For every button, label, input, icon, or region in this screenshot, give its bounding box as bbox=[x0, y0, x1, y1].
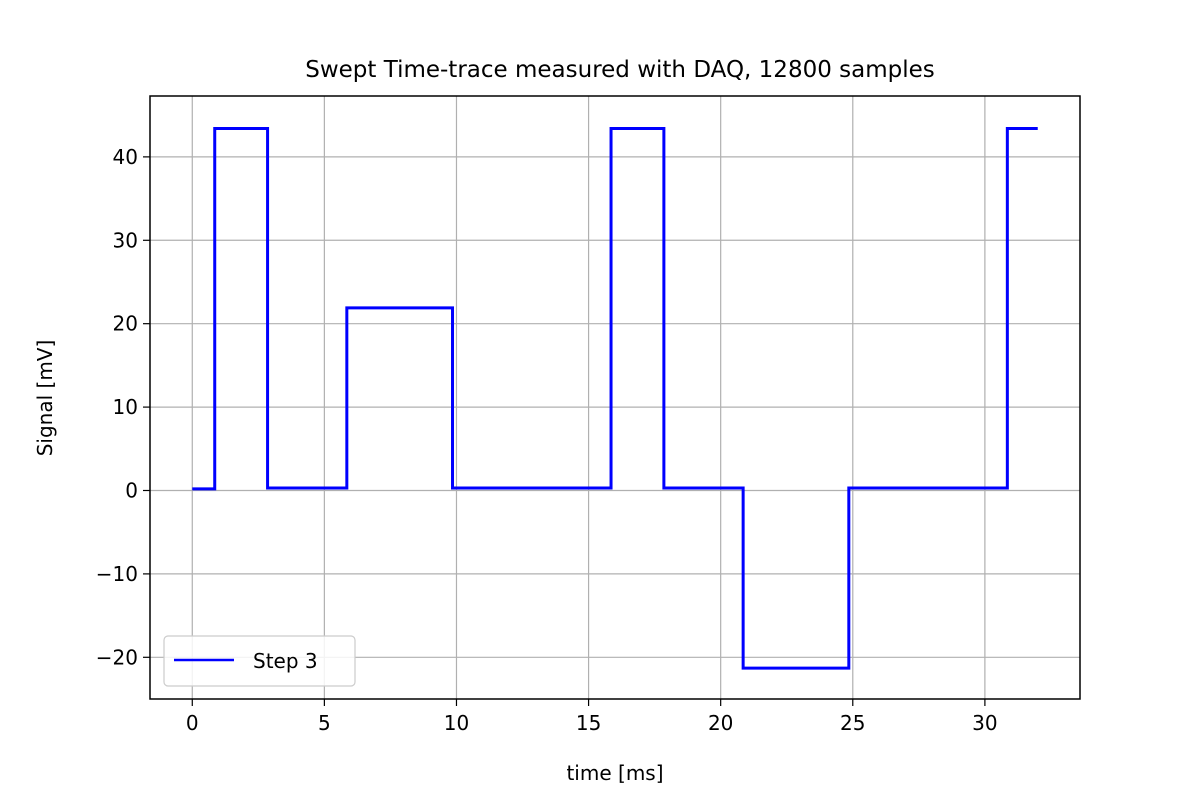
y-tick-label: 0 bbox=[125, 478, 138, 502]
y-tick-label: 20 bbox=[113, 312, 138, 336]
x-tick-label: 20 bbox=[708, 711, 733, 735]
x-tick-label: 15 bbox=[576, 711, 601, 735]
y-tick-label: −10 bbox=[96, 562, 138, 586]
plot-frame bbox=[149, 95, 1081, 700]
y-axis-label: Signal [mV] bbox=[33, 340, 57, 457]
legend-label: Step 3 bbox=[253, 649, 318, 673]
y-tick-label: 10 bbox=[113, 395, 138, 419]
legend: Step 3 bbox=[163, 635, 356, 687]
plot-series bbox=[192, 127, 1038, 670]
x-axis-label: time [ms] bbox=[566, 761, 663, 785]
x-tick-label: 10 bbox=[444, 711, 469, 735]
axis-ticks: 0 5 10 15 20 25 30 −20 −10 0 10 20 30 40 bbox=[96, 145, 998, 735]
x-tick-label: 5 bbox=[318, 711, 331, 735]
y-tick-label: 40 bbox=[113, 145, 138, 169]
x-tick-label: 25 bbox=[840, 711, 865, 735]
chart-title: Swept Time-trace measured with DAQ, 1280… bbox=[305, 57, 935, 83]
series-line bbox=[192, 127, 1038, 670]
y-tick-label: −20 bbox=[96, 645, 138, 669]
legend-box bbox=[163, 635, 356, 687]
x-tick-label: 0 bbox=[186, 711, 199, 735]
x-tick-label: 30 bbox=[972, 711, 997, 735]
y-tick-label: 30 bbox=[113, 228, 138, 252]
